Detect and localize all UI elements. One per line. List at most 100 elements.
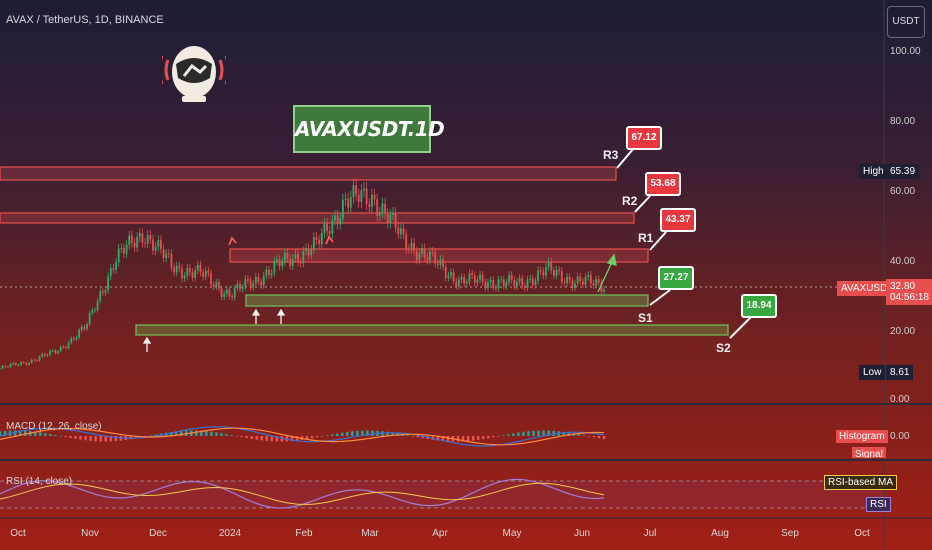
bar-countdown: 04:56:18 (890, 292, 929, 303)
candle-body (566, 276, 568, 284)
candle-body (28, 362, 30, 365)
candle-body (315, 237, 318, 240)
macd-label[interactable]: MACD (12, 26, close) (6, 421, 102, 432)
macd-histogram-bar (59, 435, 62, 437)
rsi-label[interactable]: RSI (14, close) (6, 476, 73, 487)
macd-histogram-bar (361, 430, 364, 436)
candle-body (17, 364, 20, 366)
macd-histogram-bar (69, 436, 72, 438)
currency-button[interactable]: USDT (887, 6, 925, 38)
price-candles (0, 178, 605, 370)
candle-body (189, 267, 191, 273)
macd-histogram-bar (582, 435, 586, 436)
candle-body (228, 289, 231, 297)
r3-label: R3 (603, 148, 619, 162)
candle-body (558, 269, 561, 271)
candle-body (407, 248, 410, 250)
candle-body (273, 260, 276, 273)
candle-body (297, 253, 299, 263)
candle-body (212, 284, 215, 287)
macd-histogram-bar (366, 430, 369, 436)
macd-histogram-bar (290, 436, 294, 442)
macd-histogram-bar (441, 436, 445, 441)
candle-body (112, 268, 115, 270)
candle-body (513, 279, 516, 287)
candle-body (14, 363, 17, 366)
candle-body (96, 300, 99, 311)
candle-body (117, 248, 120, 263)
candle-body (25, 362, 28, 365)
candle-body (363, 188, 365, 191)
candle-body (20, 362, 23, 365)
r2-zone (0, 212, 635, 224)
macd-histogram-bar (391, 432, 394, 436)
macd-histogram-bar (532, 430, 535, 436)
candle-body (597, 279, 600, 283)
macd-histogram-bar (114, 436, 117, 442)
month-label: Oct (854, 528, 870, 539)
candle-body (75, 337, 78, 340)
candle-body (101, 291, 104, 293)
macd-histogram-bar (507, 434, 510, 436)
macd-histogram-bar (446, 436, 450, 442)
candle-body (502, 279, 505, 287)
macd-histogram-bar (134, 436, 138, 439)
candle-body (167, 253, 170, 255)
candle-body (170, 253, 173, 268)
candle-body (4, 366, 7, 367)
reversal-markers (228, 235, 334, 246)
candle-body (49, 350, 52, 355)
macd-histogram-bar (310, 436, 314, 439)
candle-body (196, 264, 199, 271)
candle-body (43, 354, 46, 356)
macd-histogram-bar (215, 432, 218, 436)
candle-body (9, 364, 12, 368)
candle-body (400, 228, 402, 235)
month-label: Oct (10, 528, 26, 539)
macd-histogram-bar (406, 435, 409, 436)
candle-body (218, 282, 220, 289)
s2-label: S2 (716, 341, 731, 355)
candle-body (323, 223, 326, 234)
candle-body (413, 242, 415, 251)
macd-histogram-bar (74, 436, 77, 439)
symbol-price-tag: AVAXUSDT (837, 281, 898, 296)
candle-body (144, 242, 146, 244)
candle-body (320, 233, 323, 245)
candle-body (59, 346, 62, 352)
candle-body (67, 342, 70, 348)
candle-body (600, 282, 603, 292)
macd-histogram-bar (104, 436, 107, 442)
candle-body (458, 279, 460, 287)
candle-body (310, 249, 313, 256)
candle-body (236, 283, 239, 289)
macd-histogram-bar (0, 431, 2, 436)
candle-body (125, 244, 128, 254)
macd-histogram-bar (325, 435, 329, 437)
candle-body (574, 283, 576, 289)
macd-histogram-bar (255, 436, 258, 440)
candle-body (149, 235, 152, 240)
candle-body (595, 279, 597, 286)
candle-body (268, 269, 270, 276)
low-value: 8.61 (886, 365, 914, 380)
candle-body (36, 360, 38, 362)
candle-body (270, 272, 273, 276)
candle-body (159, 240, 162, 250)
candle-body (41, 354, 44, 357)
candle-body (410, 242, 413, 250)
candle-body (281, 261, 284, 267)
macd-histogram-bar (346, 431, 349, 436)
candle-body (194, 270, 197, 278)
candle-body (336, 215, 339, 225)
candle-body (560, 270, 563, 282)
candle-body (12, 363, 15, 365)
candle-body (152, 239, 154, 251)
macd-histogram-bar (265, 436, 268, 441)
candle-body (429, 251, 431, 261)
macd-histogram-bar (220, 433, 223, 436)
r3-zone (0, 166, 617, 181)
candle-body (392, 212, 394, 215)
candle-body (283, 252, 286, 262)
